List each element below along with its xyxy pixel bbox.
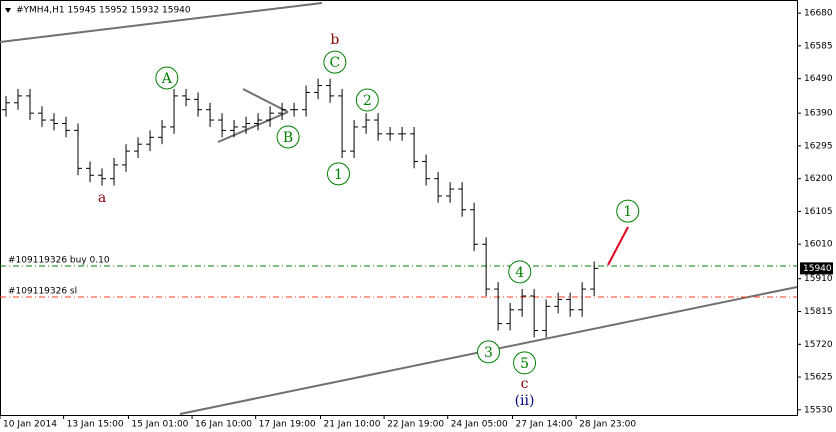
wave-label: 3 <box>484 345 493 361</box>
trend-line <box>0 2 323 43</box>
y-tick-label: 15910 <box>804 274 833 284</box>
order-label: #109119326 buy 0.10 <box>8 255 110 265</box>
chart-title: #YMH4,H1 15945 15952 15932 15940 <box>16 6 191 16</box>
y-tick-label: 16200 <box>804 174 833 184</box>
wave-label: 1 <box>623 204 632 220</box>
y-tick-label: 15720 <box>804 340 833 350</box>
wave-label: A <box>161 71 173 87</box>
triangle-line <box>242 88 289 113</box>
y-tick-label: 16585 <box>804 41 833 51</box>
wave-label: B <box>283 130 293 146</box>
wave-circle <box>326 162 350 186</box>
wave-circle <box>616 199 640 223</box>
y-tick-label: 15625 <box>804 373 833 383</box>
y-tick-label: 15815 <box>804 307 833 317</box>
plot-area <box>0 0 798 416</box>
last-price-box <box>800 262 833 275</box>
x-tick-label: 15 Jan 01:00 <box>131 420 188 430</box>
x-tick-label: 28 Jan 23:00 <box>579 420 636 430</box>
wave-circle <box>155 66 179 90</box>
y-tick-label: 16680 <box>804 9 833 19</box>
y-tick-label: 16295 <box>804 141 833 151</box>
wave-circle <box>477 340 501 364</box>
projection-line <box>607 226 629 266</box>
x-tick-label: 16 Jan 10:00 <box>195 420 252 430</box>
y-tick-label: 16105 <box>804 207 833 217</box>
x-tick-label: 10 Jan 2014 <box>3 420 57 430</box>
x-tick-label: 17 Jan 19:00 <box>259 420 316 430</box>
triangle-line <box>217 111 289 143</box>
order-label: #109119326 sl <box>8 287 77 297</box>
wave-circle <box>355 88 379 112</box>
x-tick-label: 22 Jan 19:00 <box>387 420 444 430</box>
wave-label: b <box>330 32 339 48</box>
wave-label: a <box>98 190 106 206</box>
wave-label: 4 <box>515 265 524 281</box>
wave-circle <box>508 260 532 284</box>
wave-circle <box>276 125 300 149</box>
menu-icon <box>5 8 11 13</box>
wave-label: (ii) <box>515 393 535 409</box>
wave-label: 1 <box>334 167 343 183</box>
x-tick-label: 21 Jan 10:00 <box>323 420 380 430</box>
x-tick-label: 27 Jan 14:00 <box>516 420 573 430</box>
y-tick-label: 16490 <box>804 74 833 84</box>
wave-circle <box>323 50 347 74</box>
wave-label: c <box>521 376 529 392</box>
wave-circle <box>513 351 537 375</box>
y-tick-label: 15530 <box>804 405 833 415</box>
x-tick-label: 13 Jan 15:00 <box>67 420 124 430</box>
wave-label: C <box>330 55 341 71</box>
last-price-label: 15940 <box>803 264 832 274</box>
wave-label: 2 <box>363 93 372 109</box>
wave-label: 5 <box>520 356 529 372</box>
y-tick-label: 16390 <box>804 109 833 119</box>
x-tick-label: 24 Jan 05:00 <box>451 420 508 430</box>
y-tick-label: 16010 <box>804 240 833 250</box>
